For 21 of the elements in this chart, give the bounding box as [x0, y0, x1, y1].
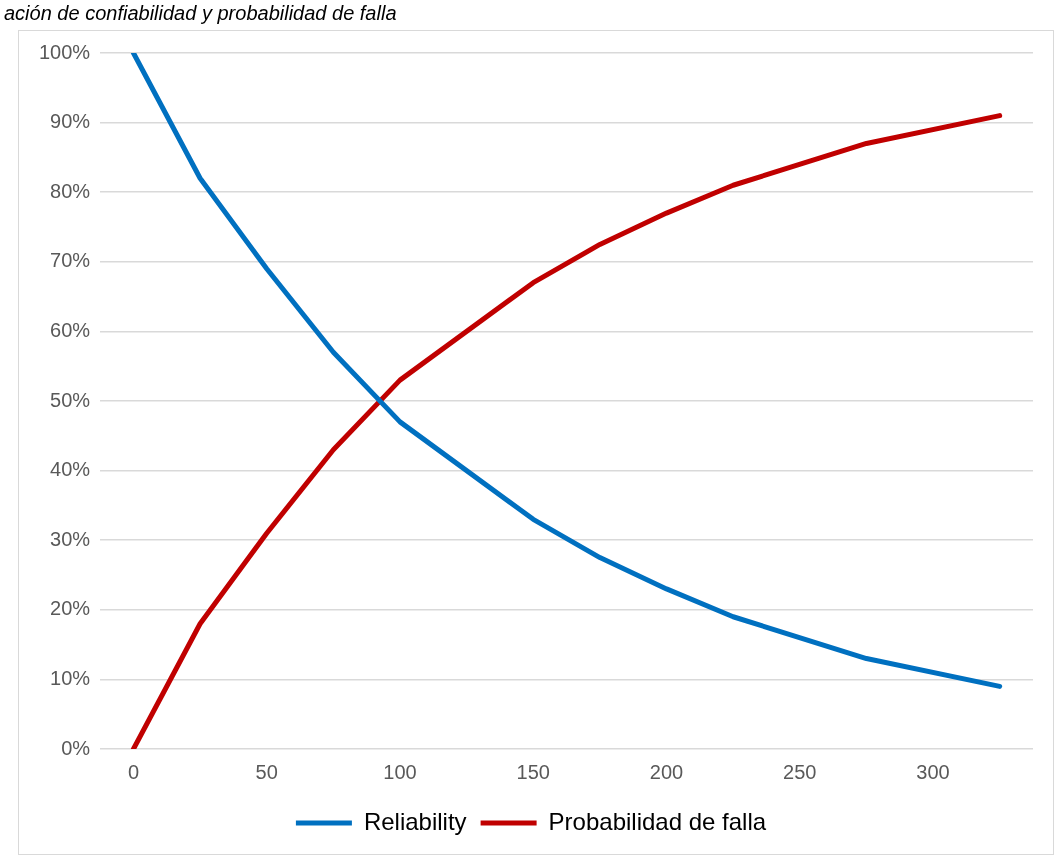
y-tick-label: 40%: [50, 458, 91, 481]
x-tick-label: 200: [649, 760, 684, 783]
x-tick-label: 0: [127, 760, 140, 783]
y-tick-label: 20%: [50, 597, 91, 620]
legend-label: Probabilidad de falla: [548, 807, 767, 835]
x-tick-label: 250: [783, 760, 817, 783]
chart-title: ación de confiabilidad y probabilidad de falla: [4, 2, 397, 25]
x-tick-label: 50: [255, 760, 278, 783]
x-tick-label: 300: [916, 760, 950, 783]
y-tick-label: 90%: [50, 110, 91, 133]
y-tick-label: 100%: [39, 40, 91, 63]
y-tick-label: 30%: [50, 527, 91, 550]
y-tick-label: 60%: [50, 318, 91, 341]
x-tick-label: 100: [383, 760, 417, 783]
y-tick-label: 0%: [61, 736, 91, 759]
legend-label: Reliability: [363, 807, 467, 835]
y-tick-label: 10%: [50, 666, 91, 689]
x-tick-label: 150: [516, 760, 550, 783]
y-tick-label: 50%: [50, 388, 91, 411]
y-tick-label: 70%: [50, 249, 91, 272]
y-tick-label: 80%: [50, 179, 91, 202]
